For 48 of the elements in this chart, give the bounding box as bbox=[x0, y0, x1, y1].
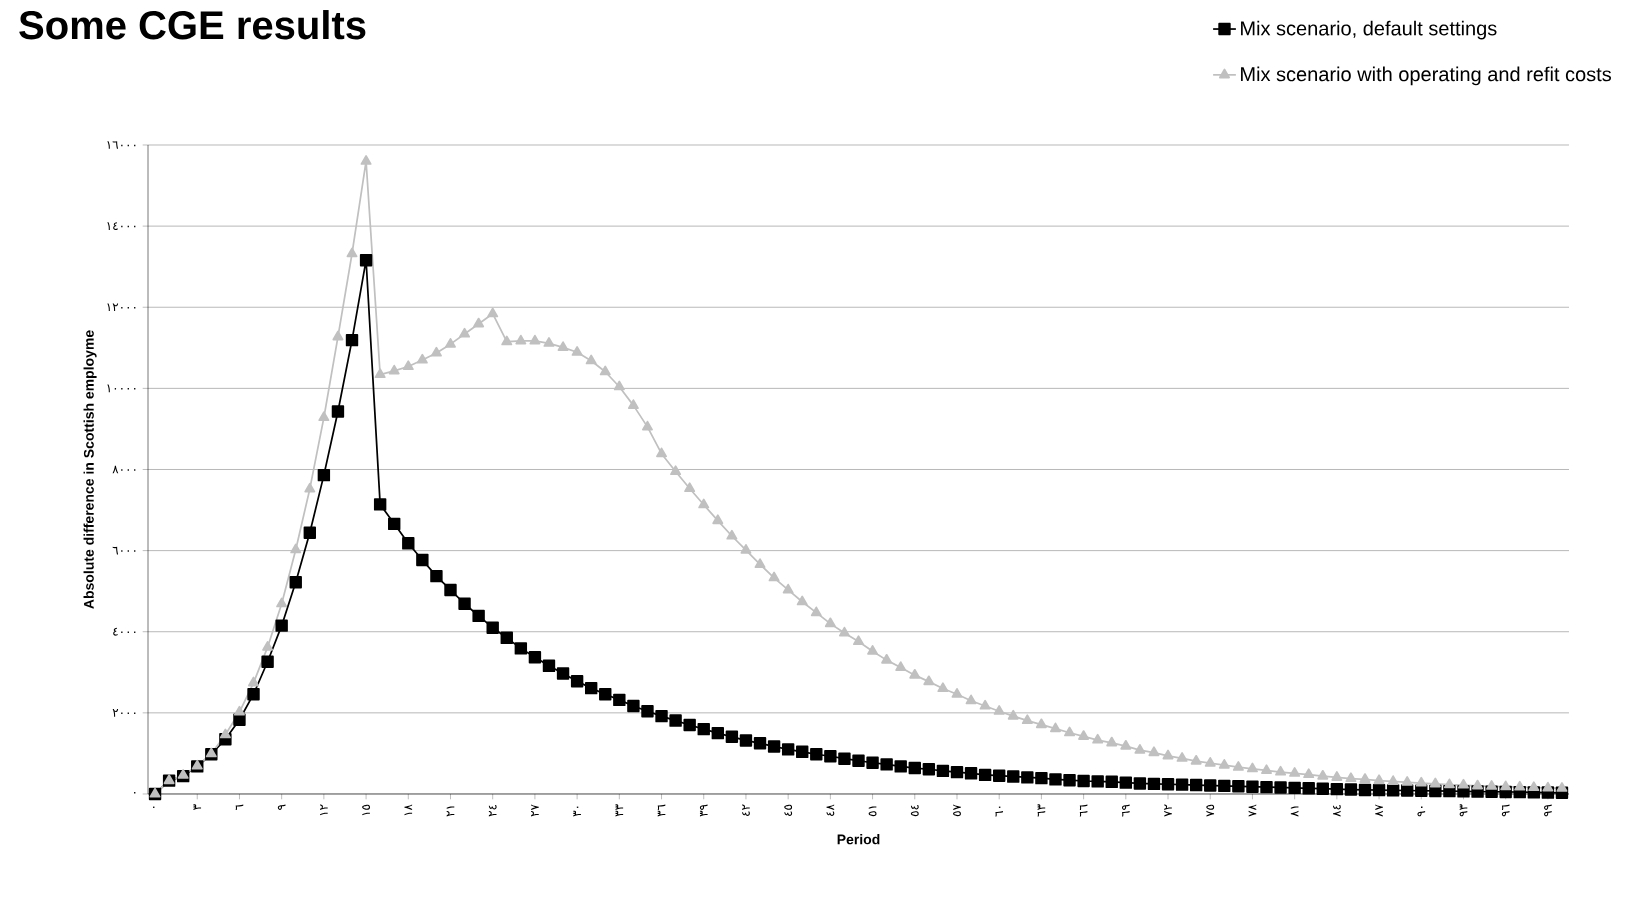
y-tick-label: ٠ bbox=[134, 791, 136, 794]
x-tick-label: ٢٤ bbox=[488, 805, 497, 817]
x-tick-label: ٨٤ bbox=[1332, 805, 1341, 817]
x-tick-label: ٦٠ bbox=[995, 806, 1003, 817]
x-tick-label: ٦٣ bbox=[1037, 804, 1046, 817]
x-tick-label: ٨٧ bbox=[1375, 804, 1383, 817]
x-axis-title: Period bbox=[837, 834, 880, 845]
x-tick-label: ٦ bbox=[235, 804, 244, 810]
x-tick-label: ٩٦ bbox=[1501, 804, 1510, 817]
x-tick-label: ٧٥ bbox=[1206, 804, 1215, 817]
x-tick-label: ٦٩ bbox=[1121, 804, 1130, 817]
x-tick-label: ٣٣ bbox=[615, 804, 624, 817]
x-tick-label: ٦٦ bbox=[1079, 804, 1088, 817]
x-tick-label: ٣٩ bbox=[699, 804, 708, 817]
x-tick-label: ٥٤ bbox=[910, 805, 919, 817]
y-tick-label: ٤٠٠٠ bbox=[113, 627, 136, 636]
x-tick-label: ٠ bbox=[152, 806, 155, 808]
x-tick-label: ٤٨ bbox=[826, 804, 835, 816]
x-tick-label: ١٨ bbox=[404, 804, 413, 816]
y-tick-label: ١٤٠٠٠ bbox=[107, 222, 136, 231]
x-tick-label: ١٥ bbox=[362, 804, 371, 816]
x-tick-label: ١٢ bbox=[320, 804, 328, 816]
y-tick-label: ٦٠٠٠ bbox=[112, 546, 136, 555]
x-tick-label: ٣٠ bbox=[573, 806, 581, 817]
y-tick-label: ١٦٠٠٠ bbox=[107, 141, 136, 149]
x-tick-label: ٢٧ bbox=[531, 804, 539, 817]
x-tick-label: ٧٨ bbox=[1248, 804, 1257, 817]
x-tick-label: ٧٢ bbox=[1164, 804, 1172, 817]
x-tick-label: ٣ bbox=[193, 804, 202, 811]
x-tick-label: ٢١ bbox=[446, 806, 455, 817]
x-tick-label: ٣٦ bbox=[657, 804, 666, 817]
x-tick-label: ٤٥ bbox=[784, 804, 793, 816]
x-tick-label: ٩٣ bbox=[1459, 804, 1468, 817]
x-tick-label: ٤٢ bbox=[742, 804, 750, 816]
x-tick-label: ٥٧ bbox=[953, 804, 961, 817]
legend-label: Mix scenario with operating and refit costs bbox=[1241, 66, 1611, 86]
x-tick-label: ٩٩ bbox=[1544, 804, 1552, 817]
x-tick-label: ٩ bbox=[277, 804, 286, 810]
y-tick-label: ١٢٠٠٠ bbox=[107, 303, 136, 312]
legend-label: Mix scenario, default settings bbox=[1241, 20, 1497, 40]
x-tick-label: ٩٠ bbox=[1417, 806, 1426, 817]
y-tick-label: ٢٠٠٠ bbox=[112, 709, 136, 717]
chart-title: Some CGE results bbox=[19, 10, 366, 40]
x-tick-label: ٨١ bbox=[1290, 806, 1299, 817]
y-axis-title: Absolute difference in Scottish employme bbox=[83, 330, 97, 609]
y-tick-label: ١٠٠٠٠ bbox=[107, 384, 136, 393]
y-tick-label: ٨٠٠٠ bbox=[112, 465, 136, 474]
x-tick-label: ٥١ bbox=[868, 806, 877, 817]
